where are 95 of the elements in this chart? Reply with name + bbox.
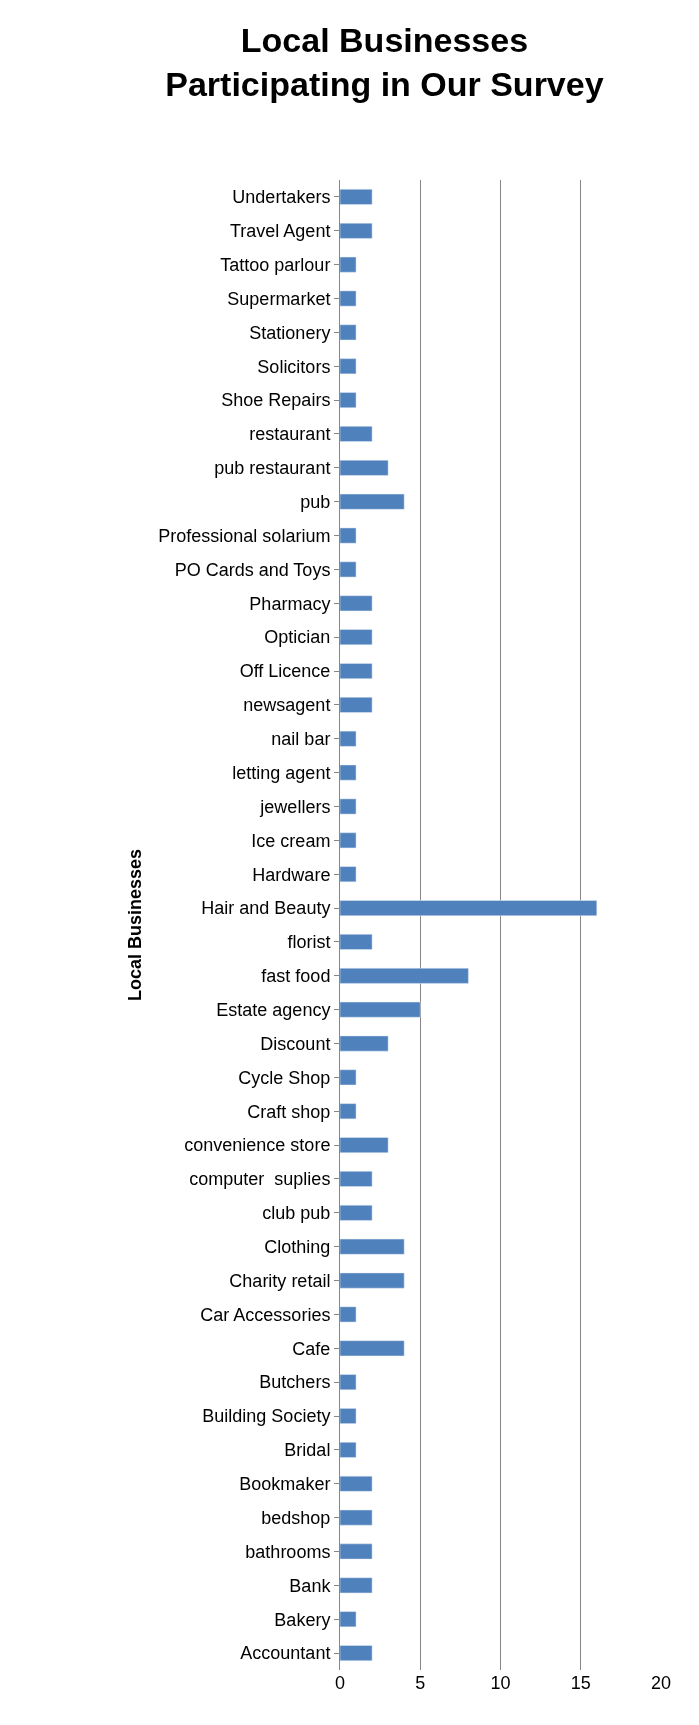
- y-tick-label: Hardware: [252, 864, 331, 885]
- bar: [340, 798, 357, 815]
- x-tick-label: 5: [415, 1673, 426, 1693]
- y-axis-title: Local Businesses: [124, 848, 145, 1002]
- y-tick-label: Estate agency: [216, 999, 331, 1020]
- y-tick-label: Bridal: [284, 1440, 331, 1461]
- x-tick-label: 20: [650, 1673, 672, 1693]
- bar: [340, 256, 357, 273]
- y-tick-label: Clothing: [264, 1237, 331, 1257]
- y-tick-label: florist: [287, 932, 331, 953]
- bar: [340, 459, 389, 476]
- y-tick-label: Supermarket: [227, 288, 331, 309]
- chart-title: Local Businesses Participating in Our Survey: [165, 20, 604, 103]
- y-tick-label: Travel Agent: [230, 221, 331, 242]
- y-tick-label: pub restaurant: [214, 458, 331, 479]
- bar: [340, 663, 373, 679]
- y-tick-label: bathrooms: [245, 1541, 331, 1562]
- bar: [340, 1645, 373, 1661]
- bar: [340, 1475, 373, 1492]
- y-tick-label: computer suplies: [189, 1169, 331, 1190]
- y-tick-label: Butchers: [259, 1372, 331, 1393]
- y-tick-label: convenience store: [184, 1135, 331, 1156]
- bar: [340, 561, 357, 578]
- y-tick-label: Shoe Repairs: [221, 390, 331, 411]
- bar: [340, 1238, 405, 1255]
- bar: [340, 527, 357, 544]
- y-tick-label: jewellers: [259, 796, 331, 817]
- bar: [340, 629, 373, 646]
- x-tick-label: 0: [334, 1673, 346, 1693]
- y-tick-label: Tattoo parlour: [220, 254, 331, 275]
- bar: [340, 900, 598, 916]
- y-tick-label: Discount: [260, 1033, 331, 1054]
- y-tick-label: Charity retail: [229, 1270, 331, 1291]
- bar: [340, 1408, 357, 1424]
- bar: [340, 1137, 389, 1153]
- bar: [340, 1035, 389, 1052]
- bar: [340, 1272, 405, 1289]
- bar: [340, 1543, 373, 1560]
- y-tick-label: Stationery: [249, 322, 331, 343]
- y-tick-label: fast food: [261, 966, 331, 987]
- y-tick-label: Accountant: [240, 1643, 331, 1664]
- bar: [340, 189, 373, 205]
- bar: [340, 1103, 357, 1120]
- y-tick-label: PO Cards and Toys: [174, 559, 331, 580]
- bar: [340, 764, 357, 781]
- y-tick-label: Building Society: [202, 1406, 331, 1427]
- bar: [340, 1171, 373, 1187]
- bar: [340, 1374, 357, 1391]
- y-tick-label: Off Licence: [239, 661, 331, 682]
- y-tick-label: bedshop: [261, 1507, 331, 1528]
- bar: [340, 1509, 373, 1526]
- y-tick-label: Undertakers: [232, 187, 331, 208]
- y-tick-label: Craft shop: [247, 1101, 331, 1122]
- bar: [340, 222, 373, 239]
- y-tick-label: Professional solarium: [158, 525, 331, 546]
- y-tick-label: Bakery: [274, 1609, 331, 1630]
- y-tick-label: Cafe: [292, 1338, 331, 1359]
- y-tick-label: nail bar: [271, 729, 331, 750]
- y-tick-label: Bookmaker: [239, 1474, 331, 1495]
- y-tick-label: club pub: [262, 1203, 331, 1224]
- bar: [340, 392, 357, 408]
- bar: [340, 1442, 357, 1458]
- y-tick-label: restaurant: [249, 424, 331, 445]
- bar: [340, 866, 357, 883]
- bar: [340, 1340, 405, 1357]
- y-tick-label: Pharmacy: [249, 593, 331, 614]
- bar: [340, 832, 357, 849]
- y-tick-label: letting agent: [232, 762, 331, 783]
- y-tick-label: Ice cream: [251, 830, 331, 851]
- bar: [340, 324, 357, 341]
- bar: [340, 493, 405, 510]
- x-tick-label: 10: [490, 1673, 511, 1693]
- bar: [340, 1306, 357, 1323]
- y-tick-label: Bank: [289, 1575, 332, 1596]
- x-tick-label: 15: [570, 1673, 591, 1693]
- bar: [340, 358, 357, 375]
- bar: [340, 1577, 373, 1594]
- y-tick-label: Car Accessories: [200, 1304, 331, 1325]
- bar: [340, 426, 373, 442]
- bar: [340, 290, 357, 307]
- bar: [340, 1001, 421, 1018]
- y-tick-label: pub: [300, 492, 331, 512]
- bar: [340, 1069, 357, 1086]
- bar: [340, 1611, 357, 1628]
- bar: [340, 595, 373, 612]
- bar: [340, 1204, 373, 1221]
- bar: [340, 934, 373, 950]
- y-tick-label: Hair and Beauty: [201, 898, 331, 919]
- y-tick-label: Cycle Shop: [238, 1067, 331, 1088]
- bar: [340, 697, 373, 713]
- y-tick-label: Solicitors: [257, 356, 331, 377]
- y-tick-label: Optician: [264, 627, 331, 648]
- bar: [340, 730, 357, 747]
- y-tick-label: newsagent: [243, 695, 331, 716]
- bar: [340, 967, 469, 984]
